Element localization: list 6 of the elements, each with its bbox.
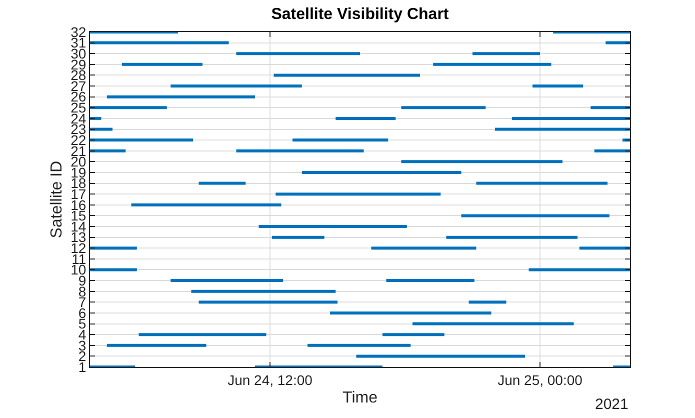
chart-title: Satellite Visibility Chart [271,6,450,24]
y-axis-title: Satellite ID [48,160,66,238]
x-tick-label: Jun 25, 00:00 [498,372,583,388]
x-axis-title: Time [342,390,378,406]
text: 2021 [595,396,628,413]
x-tick-label: Jun 24, 12:00 [228,372,313,388]
